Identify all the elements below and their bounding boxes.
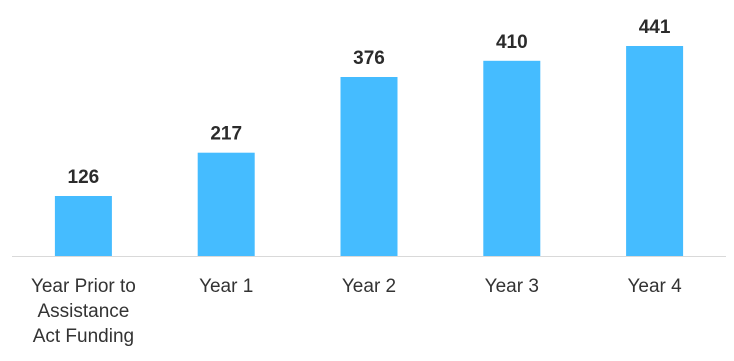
data-label-1: 126 (68, 167, 100, 188)
data-label-2: 217 (210, 124, 242, 145)
bar-3 (340, 77, 398, 256)
bar-5 (626, 46, 684, 256)
x-tick-label-line: Year Prior to (31, 276, 136, 297)
x-tick-label-line: Year 2 (342, 276, 396, 297)
bar-1 (54, 196, 112, 256)
x-tick-label-1: Year Prior to Assistance Act Funding (31, 276, 136, 347)
x-tick-label-3: Year 2 (342, 276, 396, 297)
data-label-4: 410 (496, 32, 528, 53)
x-tick-label-line: Assistance (37, 301, 129, 322)
x-tick-label-line: Year 1 (199, 276, 253, 297)
x-tick-label-4: Year 3 (485, 276, 539, 297)
data-label-3: 376 (353, 48, 385, 69)
x-tick-label-5: Year 4 (627, 276, 682, 297)
x-tick-label-line: Year 4 (627, 276, 682, 297)
x-tick-label-line: Act Funding (33, 326, 134, 347)
x-tick-label-2: Year 1 (199, 276, 253, 297)
data-label-5: 441 (639, 17, 671, 38)
bar-4 (483, 60, 541, 256)
x-tick-label-line: Year 3 (485, 276, 539, 297)
bar-2 (197, 152, 255, 256)
